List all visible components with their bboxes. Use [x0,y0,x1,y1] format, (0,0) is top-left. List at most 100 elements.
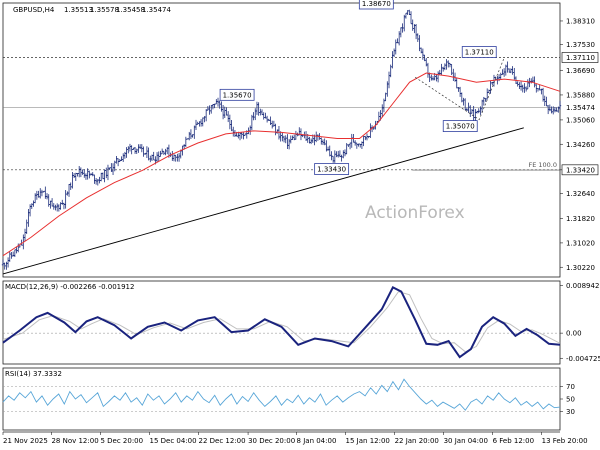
ohlc-bar [411,19,414,31]
ohlc-bar [528,77,531,88]
ohlc-bar [328,145,331,157]
ohlc-bar [120,156,123,162]
ohlc-bar [232,126,235,137]
ohlc-bar [452,68,455,82]
ohlc-bar [189,129,193,140]
ohlc-bar [33,193,37,204]
ohlc-bar [81,169,84,175]
ohlc-bar [543,95,546,107]
ohlc-bar [355,142,359,149]
ohlc-bar [28,204,32,217]
ohlc-bar [262,112,265,120]
price-annotation: 1.37110 [461,46,497,58]
price-tick-label: 1.31020 [566,239,595,247]
header-symbol: GBPUSD,H4 [13,6,55,14]
ohlc-bar [441,66,445,72]
ohlc-bar [526,79,530,90]
ohlc-bar [533,76,536,88]
ohlc-bar [340,154,343,162]
time-tick-label: 6 Feb 12:00 [493,437,534,445]
price-annotation: 1.35070 [442,120,478,133]
ohlc-bar [291,135,294,141]
ohlc-bar [470,109,474,114]
time-tick-label: 21 Nov 2025 [3,437,48,445]
ohlc-bar [467,102,470,113]
ohlc-bar [445,59,448,70]
rsi-line [2,378,561,411]
ohlc-bar [204,109,208,122]
svg-text:1.38670: 1.38670 [362,0,391,8]
ohlc-bar [430,74,433,81]
ohlc-bar [480,99,484,113]
projection-zigzag [415,57,505,121]
level-label: 1.37110 [566,54,595,62]
panel-frame-0 [2,2,561,278]
price-tick-label: 1.35880 [566,91,595,99]
ohlc-bar [326,146,330,151]
rsi-tick-label: 30 [566,408,575,416]
ohlc-bar [147,147,150,161]
ohlc-bar [23,228,27,242]
ohlc-bar [27,208,30,227]
ohlc-bar [342,150,345,159]
ohlc-bar [103,169,106,183]
price-annotation: 1.35670 [219,88,255,101]
price-tick-label: 1.37530 [566,41,595,49]
ohlc-bar [448,62,452,68]
panel-frame-1 [2,280,561,365]
ohlc-bar [223,106,226,119]
ohlc-bar [331,155,335,163]
ohlc-bar [196,121,199,125]
ohlc-bar [220,101,223,112]
ohlc-bar [32,200,35,207]
ohlc-bar [106,164,110,181]
ohlc-bar [309,138,313,145]
ohlc-bar [330,151,333,161]
ohlc-bar [333,150,337,163]
price-tick-label: 1.34260 [566,141,595,149]
axes: 1.38310 1.37530 1.36690 1.35880 1.35060 1.342… [2,17,600,445]
price-tick-label: 1.31820 [566,215,595,223]
ohlc-bar [391,51,394,69]
ohlc-bar [335,151,338,158]
ohlc-bar [177,152,181,162]
ohlc-bar [403,14,406,32]
ohlc-bar [499,72,502,80]
ohlc-bar [553,107,557,113]
ohlc-bar [115,156,118,164]
ohlc-bar [72,173,76,178]
time-tick-label: 15 Jan 12:00 [346,437,390,445]
ohlc-bar [164,148,167,156]
ohlc-bar [93,174,96,184]
ohlc-bar [414,24,418,40]
ohlc-bar [201,117,204,127]
time-tick-label: 5 Dec 20:00 [100,437,143,445]
price-annotation: 1.38670 [358,0,394,10]
ohlc-bar [57,204,61,212]
time-tick-label: 8 Jan 04:00 [297,437,337,445]
macd-panel [2,286,561,359]
time-tick-label: 22 Jan 20:00 [395,437,439,445]
ohlc-bar [438,69,441,75]
header-close: 1.35474 [142,6,171,14]
ohlc-bar [404,12,408,19]
ohlc-bar [69,182,72,190]
ohlc-bar [479,106,482,115]
ohlc-bar [421,48,425,60]
ohlc-bar [516,81,519,87]
ohlc-bar [362,135,365,147]
ohlc-bar [137,144,140,153]
ohlc-bar [558,100,562,110]
ohlc-bar [477,108,480,114]
ohlc-bar [25,219,28,235]
macd-tick-label: 0.008942 [566,282,599,290]
ohlc-bar [316,134,320,141]
ohlc-bar [74,172,77,181]
ohlc-bar [188,131,191,141]
ohlc-bar [545,96,548,107]
ohlc-bar [397,31,401,46]
ohlc-bar [52,203,55,210]
ohlc-bar [260,109,264,116]
ohlc-bar [54,204,57,211]
rsi-label: RSI(14) 37.3332 [5,370,62,378]
